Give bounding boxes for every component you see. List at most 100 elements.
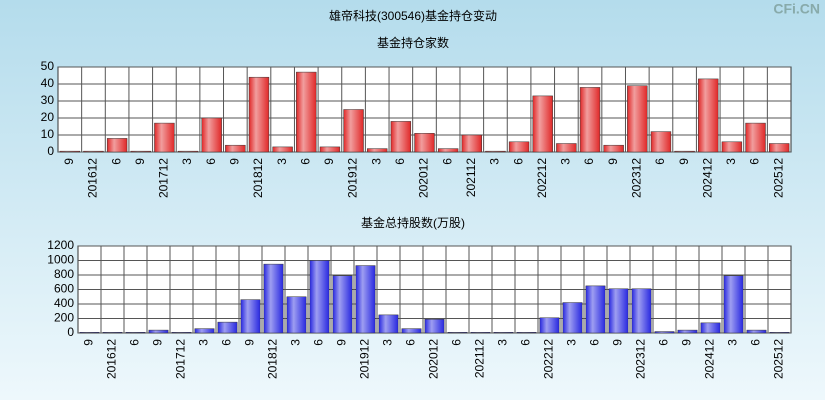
- x-tick-label: 202212: [535, 158, 549, 198]
- y-tick-label: 10: [41, 127, 55, 141]
- bar: [723, 275, 744, 334]
- bar: [154, 122, 175, 153]
- bar: [493, 332, 514, 334]
- x-tick-label: 9: [677, 158, 691, 165]
- y-tick-label: 40: [41, 76, 55, 90]
- bar: [125, 332, 146, 334]
- y-tick-label: 1200: [47, 238, 74, 252]
- bar: [677, 329, 698, 334]
- x-tick-label: 9: [62, 158, 76, 165]
- bar: [579, 87, 601, 153]
- bar: [562, 302, 583, 334]
- y-tick-label: 50: [41, 59, 55, 73]
- x-tick-label: 3: [724, 158, 738, 165]
- bar: [201, 117, 222, 153]
- x-tick-label: 202512: [772, 339, 786, 379]
- bar: [83, 150, 104, 153]
- bar: [309, 260, 330, 334]
- bar: [650, 131, 672, 153]
- y-tick-label: 20: [41, 110, 55, 124]
- x-tick-label: 9: [335, 339, 349, 346]
- x-tick-label: 202012: [427, 339, 441, 379]
- x-tick-label: 9: [243, 339, 257, 346]
- x-tick-label: 201712: [157, 158, 171, 198]
- y-tick-label: 600: [54, 282, 74, 296]
- x-tick-label: 3: [726, 339, 740, 346]
- chart-title: 基金总持股数(万股): [361, 215, 465, 230]
- x-tick-label: 6: [393, 158, 407, 165]
- bar: [59, 150, 81, 153]
- y-tick-label: 800: [54, 267, 74, 281]
- x-tick-label: 202312: [629, 158, 643, 198]
- page-title: 雄帝科技(300546)基金持仓变动: [329, 8, 497, 23]
- bar: [414, 133, 435, 153]
- x-tick-label: 202112: [473, 339, 487, 378]
- x-tick-label: 6: [749, 339, 763, 346]
- x-tick-label: 3: [275, 158, 289, 165]
- y-tick-label: 0: [67, 325, 74, 339]
- bar: [768, 143, 790, 153]
- bar: [461, 134, 482, 153]
- bar: [225, 144, 246, 153]
- bar: [263, 263, 284, 334]
- x-tick-label: 6: [748, 158, 762, 165]
- bar: [603, 144, 624, 153]
- x-tick-label: 9: [606, 158, 620, 165]
- bar: [319, 146, 341, 153]
- bar: [240, 299, 261, 334]
- x-tick-label: 9: [680, 339, 694, 346]
- bar: [106, 138, 128, 153]
- bar: [532, 95, 553, 153]
- bar: [721, 141, 743, 153]
- chart-title: 基金持仓家数: [377, 35, 449, 50]
- watermark: CFi.CN: [773, 1, 820, 17]
- bar: [608, 288, 629, 334]
- bar: [745, 122, 766, 153]
- bar: [424, 318, 445, 334]
- bar: [148, 329, 169, 334]
- bar: [585, 285, 606, 334]
- x-tick-label: 9: [228, 158, 242, 165]
- x-tick-label: 6: [220, 339, 234, 346]
- x-tick-label: 3: [496, 339, 510, 346]
- bar: [631, 288, 652, 334]
- x-tick-label: 6: [204, 158, 218, 165]
- x-tick-label: 3: [559, 158, 573, 165]
- x-tick-label: 201612: [105, 339, 119, 379]
- bar: [437, 148, 459, 153]
- bar: [769, 332, 790, 334]
- bar: [390, 121, 412, 153]
- x-tick-label: 6: [588, 339, 602, 346]
- x-tick-label: 6: [128, 339, 142, 346]
- x-tick-label: 9: [151, 339, 165, 346]
- x-tick-label: 202112: [464, 158, 478, 197]
- x-tick-label: 6: [404, 339, 418, 346]
- x-tick-label: 9: [82, 339, 96, 346]
- x-tick-label: 3: [369, 158, 383, 165]
- bar: [627, 85, 648, 153]
- bar: [343, 109, 364, 153]
- x-tick-label: 202212: [542, 339, 556, 379]
- bar: [378, 314, 399, 334]
- x-tick-label: 9: [322, 158, 336, 165]
- bar: [700, 322, 721, 334]
- bar: [654, 331, 675, 334]
- x-tick-label: 201812: [251, 158, 265, 198]
- x-tick-label: 6: [298, 158, 312, 165]
- bar: [286, 296, 307, 334]
- bar: [485, 150, 506, 153]
- x-tick-label: 202412: [700, 158, 714, 198]
- y-tick-label: 200: [54, 311, 74, 325]
- x-tick-label: 3: [381, 339, 395, 346]
- x-tick-label: 3: [289, 339, 303, 346]
- x-tick-label: 9: [611, 339, 625, 346]
- x-tick-label: 202312: [634, 339, 648, 379]
- x-tick-label: 202012: [417, 158, 431, 198]
- x-tick-label: 6: [511, 158, 525, 165]
- bar: [470, 332, 491, 334]
- bar: [177, 150, 199, 153]
- bar: [746, 329, 767, 334]
- x-tick-label: 201712: [174, 339, 188, 379]
- x-tick-label: 201612: [86, 158, 100, 198]
